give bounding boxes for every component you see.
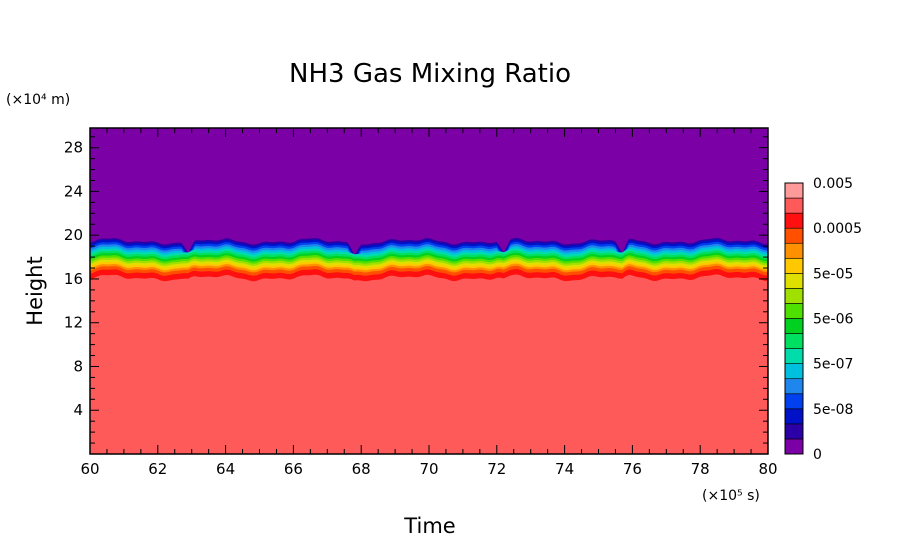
colorbar-swatch [784, 227, 804, 244]
y-tick-label: 16 [64, 270, 83, 288]
y-tick-label: 12 [64, 314, 83, 332]
x-axis-unit: (×10⁵ s) [702, 488, 760, 504]
colorbar-swatch [784, 303, 804, 319]
colorbar-swatch [784, 212, 804, 229]
x-tick-label: 62 [148, 460, 167, 478]
y-tick-label: 8 [73, 357, 83, 375]
colorbar: 0 5e-08 5e-07 5e-06 5e-05 0.0005 0.005 [784, 176, 862, 463]
colorbar-swatch [784, 423, 804, 440]
colorbar-swatch [784, 393, 804, 410]
colorbar-frame [784, 182, 804, 455]
x-tick-label: 60 [80, 460, 99, 478]
colorbar-swatch [784, 242, 804, 259]
colorbar-label: 0.005 [813, 176, 853, 192]
y-tick-label: 4 [73, 401, 83, 419]
colorbar-swatch [784, 257, 804, 274]
colorbar-swatch [784, 438, 804, 455]
y-tick-label: 20 [64, 226, 83, 244]
x-tick-label: 72 [487, 460, 506, 478]
colorbar-swatch [784, 333, 804, 349]
x-tick-label: 78 [691, 460, 710, 478]
colorbar-swatch [784, 408, 804, 425]
x-tick-label: 68 [352, 460, 371, 478]
x-tick-label: 74 [555, 460, 574, 478]
colorbar-swatch [784, 182, 804, 199]
colorbar-label: 0 [813, 447, 822, 463]
plot-area [90, 128, 768, 454]
x-tick-label: 80 [758, 460, 777, 478]
colorbar-swatch [784, 363, 804, 380]
colorbar-label: 5e-08 [813, 402, 853, 418]
y-axis-unit: (×10⁴ m) [6, 92, 70, 108]
x-tick-label: 76 [623, 460, 642, 478]
x-axis-label: Time [403, 514, 455, 538]
colorbar-label: 5e-06 [813, 312, 853, 328]
colorbar-swatch [784, 197, 804, 214]
y-tick-label: 24 [64, 182, 83, 200]
colorbar-swatch [784, 378, 804, 395]
colorbar-label: 0.0005 [813, 221, 862, 237]
colorbar-swatch [784, 318, 804, 334]
x-tick-label: 64 [216, 460, 235, 478]
x-tick-label: 66 [284, 460, 303, 478]
axes: 60 62 64 66 68 70 72 74 76 78 80 4 8 12 16 20 24 28 [64, 127, 778, 478]
colorbar-swatch [784, 348, 804, 364]
y-axis-label: Height [23, 256, 47, 325]
y-tick-label: 28 [64, 139, 83, 157]
chart-title: NH3 Gas Mixing Ratio [289, 59, 571, 89]
x-tick-label: 70 [419, 460, 438, 478]
colorbar-label: 5e-05 [813, 266, 853, 282]
colorbar-swatch [784, 288, 804, 304]
colorbar-label: 5e-07 [813, 357, 853, 373]
colorbar-swatch [784, 273, 804, 289]
contour-mixing-ratio-0.005 [90, 274, 768, 454]
